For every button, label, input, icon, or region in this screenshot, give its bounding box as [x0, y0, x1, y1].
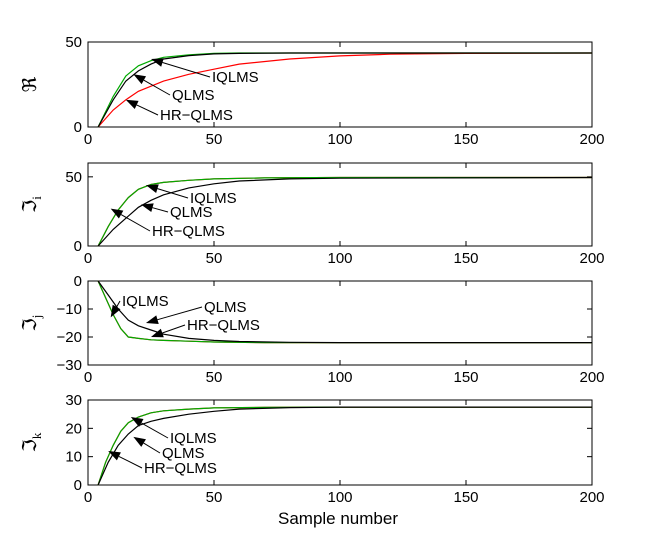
x-axis-label: Sample number	[278, 509, 398, 528]
annotation-arrowhead	[108, 451, 121, 461]
annotation-label: IQLMS	[212, 69, 259, 86]
y-tick-label: 0	[74, 477, 82, 494]
x-tick-label: 100	[327, 131, 352, 148]
x-tick-label: 100	[327, 369, 352, 386]
y-axis-label-subscript: k	[29, 432, 44, 439]
annotation-arrowhead	[145, 315, 159, 325]
annotation-arrow-line	[152, 207, 169, 213]
x-tick-label: 200	[579, 131, 604, 148]
annotation-arrowhead	[125, 99, 139, 109]
y-tick-label: −20	[57, 329, 82, 346]
annotation-arrow-line	[162, 324, 186, 334]
y-tick-label: 50	[65, 169, 82, 186]
annotation-label: QLMS	[170, 204, 213, 221]
x-tick-label: 0	[84, 131, 92, 148]
y-axis-label-subscript: i	[29, 196, 44, 200]
y-axis-label: ℑj	[20, 315, 44, 332]
y-tick-label: −10	[57, 301, 82, 318]
annotation-arrowhead	[151, 58, 164, 67]
y-axis-label: ℑk	[20, 432, 44, 452]
y-axis-label-subscript: j	[29, 315, 44, 320]
y-tick-label: 0	[74, 273, 82, 290]
annotation-arrow-line	[136, 104, 159, 116]
annotation-arrow-line	[116, 300, 121, 308]
annotation-label: HR−QLMS	[144, 460, 217, 477]
x-tick-label: 150	[453, 131, 478, 148]
annotation-arrowhead	[133, 74, 147, 85]
annotation-arrowhead	[110, 208, 124, 219]
x-tick-label: 50	[206, 250, 223, 267]
annotation-arrowhead	[133, 436, 146, 447]
y-tick-label: 10	[65, 449, 82, 466]
x-tick-label: 50	[206, 489, 223, 506]
y-tick-label: −30	[57, 357, 82, 374]
y-tick-label: 20	[65, 420, 82, 437]
x-tick-label: 50	[206, 131, 223, 148]
annotation-label: IQLMS	[170, 430, 217, 447]
y-tick-label: 50	[65, 34, 82, 51]
series-line-1	[97, 176, 593, 247]
annotation-label: HR−QLMS	[160, 107, 233, 124]
annotation-label: QLMS	[162, 445, 205, 462]
annotation-arrow-line	[143, 442, 161, 454]
annotation-arrowhead	[140, 203, 154, 213]
annotation-arrow-line	[162, 62, 211, 78]
annotation-label: IQLMS	[122, 293, 169, 310]
x-tick-label: 150	[453, 489, 478, 506]
x-tick-label: 100	[327, 489, 352, 506]
x-tick-label: 200	[579, 250, 604, 267]
x-tick-label: 50	[206, 369, 223, 386]
annotation-arrow-line	[141, 422, 169, 439]
annotation-arrowhead	[151, 328, 164, 338]
x-tick-label: 150	[453, 250, 478, 267]
annotation-arrowhead	[145, 184, 159, 193]
x-tick-label: 100	[327, 250, 352, 267]
annotation-arrowhead	[110, 304, 121, 318]
annotation-label: QLMS	[172, 87, 215, 104]
y-tick-label: 0	[74, 119, 82, 136]
annotation-label: HR−QLMS	[187, 317, 260, 334]
x-tick-label: 150	[453, 369, 478, 386]
series-line-2	[97, 280, 592, 344]
series-line-2	[97, 406, 592, 486]
annotation-arrow-line	[157, 188, 189, 199]
y-axis-label: ℜ	[20, 76, 41, 92]
series-line-3	[97, 280, 592, 344]
x-tick-label: 0	[84, 250, 92, 267]
x-tick-label: 0	[84, 369, 92, 386]
annotation-label: QLMS	[204, 299, 247, 316]
series-line-1	[97, 406, 592, 486]
x-tick-label: 200	[579, 369, 604, 386]
x-tick-label: 200	[579, 489, 604, 506]
annotation-label: IQLMS	[190, 190, 237, 207]
y-tick-label: 0	[74, 238, 82, 255]
series-line-1	[97, 280, 592, 344]
annotation-arrowhead	[130, 417, 144, 427]
annotation-arrow-line	[120, 214, 151, 232]
annotation-arrow-line	[143, 79, 171, 96]
annotation-arrow-line	[157, 306, 203, 321]
annotation-arrow-line	[118, 455, 143, 469]
y-tick-label: 30	[65, 392, 82, 409]
annotation-label: HR−QLMS	[152, 223, 225, 240]
series-line-1	[97, 52, 592, 128]
y-axis-label: ℑi	[20, 196, 44, 213]
x-tick-label: 0	[84, 489, 92, 506]
